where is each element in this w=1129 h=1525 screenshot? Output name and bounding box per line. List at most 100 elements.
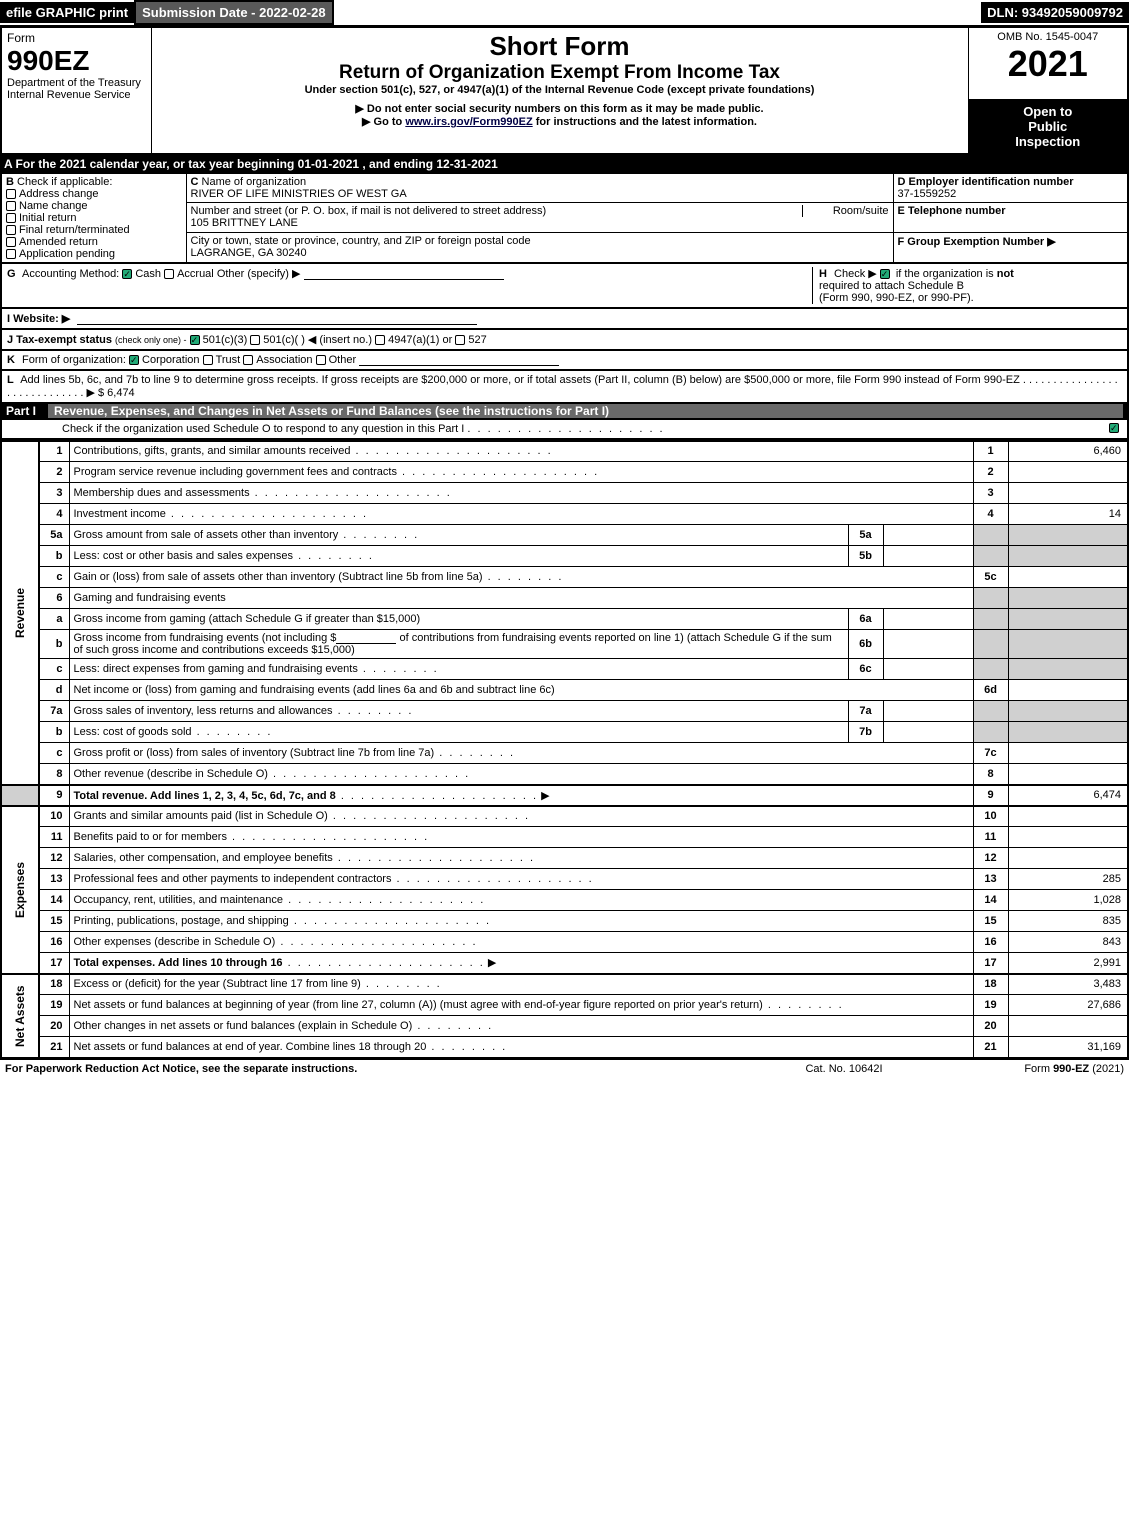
lbl-address-change: Address change — [19, 188, 99, 200]
l1-val: 6,460 — [1008, 441, 1128, 462]
l1-text: Contributions, gifts, grants, and simila… — [74, 445, 351, 457]
l8-text: Other revenue (describe in Schedule O) — [74, 768, 268, 780]
website-blank — [77, 313, 477, 325]
lbl-trust: Trust — [216, 354, 241, 366]
l6c-text: Less: direct expenses from gaming and fu… — [74, 663, 358, 675]
part1-title: Revenue, Expenses, and Changes in Net As… — [48, 404, 1123, 418]
l6d-text: Net income or (loss) from gaming and fun… — [74, 684, 555, 696]
form-of-org-label: Form of organization: — [22, 354, 126, 366]
lbl-final-return: Final return/terminated — [19, 224, 130, 236]
l4-text: Investment income — [74, 508, 166, 520]
l12-text: Salaries, other compensation, and employ… — [74, 852, 333, 864]
l7b-text: Less: cost of goods sold — [74, 726, 192, 738]
label-l: L — [7, 374, 14, 386]
l15-text: Printing, publications, postage, and shi… — [74, 915, 289, 927]
lbl-application-pending: Application pending — [19, 248, 115, 260]
l17-text: Total expenses. Add lines 10 through 16 — [74, 957, 283, 969]
part1-label: Part I — [6, 404, 36, 418]
label-e: E Telephone number — [898, 205, 1006, 217]
room-suite-label: Room/suite — [802, 205, 889, 217]
lbl-corporation: Corporation — [142, 354, 199, 366]
name-of-org-label: Name of organization — [202, 176, 307, 188]
goto-pre: ▶ Go to — [362, 116, 405, 128]
l21-text: Net assets or fund balances at end of ye… — [74, 1041, 427, 1053]
h-text1: Check ▶ — [834, 268, 877, 280]
l2-text: Program service revenue including govern… — [74, 466, 397, 478]
l7a-text: Gross sales of inventory, less returns a… — [74, 705, 333, 717]
l5c-text: Gain or (loss) from sale of assets other… — [74, 571, 483, 583]
goto-line: ▶ Go to www.irs.gov/Form990EZ for instru… — [157, 115, 963, 128]
side-revenue: Revenue — [1, 441, 39, 785]
org-info-block: B Check if applicable: Address change Na… — [0, 173, 1129, 264]
dept-treasury: Department of the Treasury — [7, 77, 146, 89]
l5a-text: Gross amount from sale of assets other t… — [74, 529, 339, 541]
cb-other-org[interactable] — [316, 355, 326, 365]
cb-trust[interactable] — [203, 355, 213, 365]
l3-text: Membership dues and assessments — [74, 487, 250, 499]
cb-amended-return[interactable] — [6, 237, 16, 247]
page-footer: For Paperwork Reduction Act Notice, see … — [0, 1059, 1129, 1078]
main-title: Return of Organization Exempt From Incom… — [157, 62, 963, 84]
lbl-cash: Cash — [135, 268, 161, 280]
cb-501c3[interactable] — [190, 335, 200, 345]
lbl-initial-return: Initial return — [19, 212, 76, 224]
street-value: 105 BRITTNEY LANE — [191, 217, 298, 229]
label-d: D Employer identification number — [898, 176, 1074, 188]
l18-text: Excess or (deficit) for the year (Subtra… — [74, 978, 361, 990]
accounting-method-label: Accounting Method: — [22, 268, 119, 280]
omb-number: OMB No. 1545-0047 — [974, 31, 1123, 43]
form-header: Form 990EZ Department of the Treasury In… — [0, 27, 1129, 155]
lbl-accrual: Accrual — [177, 268, 214, 280]
part1-check-row: Check if the organization used Schedule … — [0, 420, 1129, 440]
lbl-name-change: Name change — [19, 200, 88, 212]
cb-address-change[interactable] — [6, 189, 16, 199]
l14-text: Occupancy, rent, utilities, and maintena… — [74, 894, 284, 906]
label-b: B — [6, 176, 14, 188]
cb-501c[interactable] — [250, 335, 260, 345]
cb-final-return[interactable] — [6, 225, 16, 235]
cb-527[interactable] — [455, 335, 465, 345]
cb-association[interactable] — [243, 355, 253, 365]
l11-text: Benefits paid to or for members — [74, 831, 227, 843]
cb-initial-return[interactable] — [6, 213, 16, 223]
efile-label: efile GRAPHIC print — [0, 2, 134, 23]
lbl-527: 527 — [468, 334, 486, 346]
side-netassets: Net Assets — [1, 974, 39, 1058]
part1-check-text: Check if the organization used Schedule … — [62, 423, 464, 435]
tax-year: 2021 — [974, 43, 1123, 85]
h-text2: if the organization is — [896, 268, 997, 280]
cb-schedule-b-not-required[interactable] — [880, 269, 890, 279]
label-g: G — [7, 268, 16, 280]
l16-text: Other expenses (describe in Schedule O) — [74, 936, 276, 948]
lbl-amended-return: Amended return — [19, 236, 98, 248]
h-text3: required to attach Schedule B — [819, 280, 964, 292]
cb-accrual[interactable] — [164, 269, 174, 279]
label-j: J Tax-exempt status — [7, 334, 112, 346]
open-public-box: Open to Public Inspection — [969, 100, 1128, 153]
lines-table: Revenue 1 Contributions, gifts, grants, … — [0, 440, 1129, 1059]
lbl-association: Association — [256, 354, 312, 366]
irs-link[interactable]: www.irs.gov/Form990EZ — [405, 116, 532, 128]
l20-text: Other changes in net assets or fund bala… — [74, 1020, 413, 1032]
cb-name-change[interactable] — [6, 201, 16, 211]
row-j: J Tax-exempt status (check only one) - 5… — [0, 330, 1129, 351]
l6-text: Gaming and fundraising events — [69, 588, 973, 609]
form-number: 990EZ — [7, 45, 146, 77]
city-value: LAGRANGE, GA 30240 — [191, 247, 307, 259]
l9-text: Total revenue. Add lines 1, 2, 3, 4, 5c,… — [74, 790, 336, 802]
h-text4: (Form 990, 990-EZ, or 990-PF). — [819, 292, 974, 304]
l10-text: Grants and similar amounts paid (list in… — [74, 810, 328, 822]
other-method-blank — [304, 268, 504, 280]
lbl-501c: 501(c)( ) ◀ (insert no.) — [263, 334, 372, 346]
cb-application-pending[interactable] — [6, 249, 16, 259]
org-name: RIVER OF LIFE MINISTRIES OF WEST GA — [191, 188, 407, 200]
cb-schedule-o-used[interactable] — [1109, 423, 1119, 433]
ssn-warning: ▶ Do not enter social security numbers o… — [157, 102, 963, 115]
cb-4947[interactable] — [375, 335, 385, 345]
lbl-501c3: 501(c)(3) — [203, 334, 248, 346]
cb-corporation[interactable] — [129, 355, 139, 365]
l1-num: 1 — [973, 441, 1008, 462]
label-i: I Website: ▶ — [7, 313, 70, 325]
l6a-text: Gross income from gaming (attach Schedul… — [74, 613, 421, 625]
cb-cash[interactable] — [122, 269, 132, 279]
